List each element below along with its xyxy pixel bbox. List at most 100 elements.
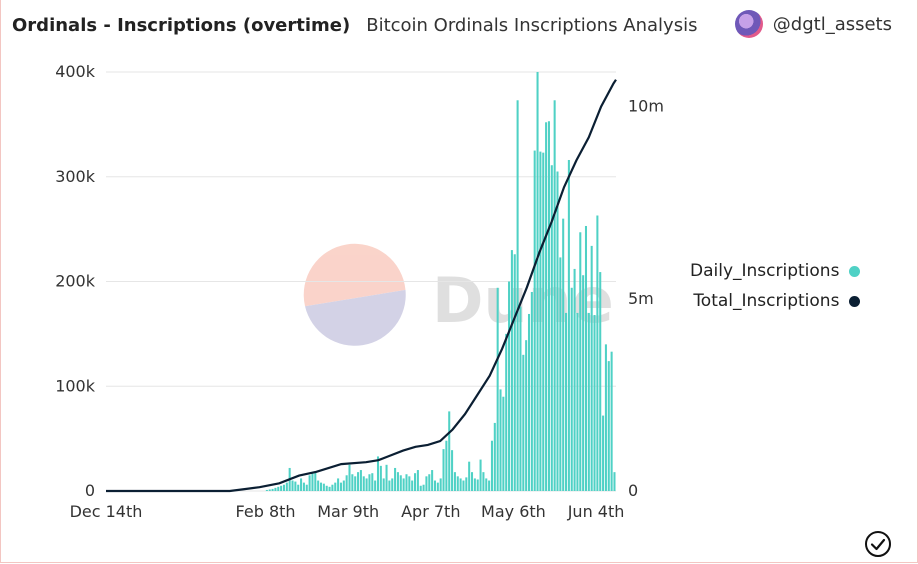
daily-bar <box>308 475 311 491</box>
y-right-tick-label: 0 <box>628 481 638 500</box>
daily-bar <box>374 480 377 491</box>
x-tick-label: Dec 14th <box>70 502 143 521</box>
daily-bar <box>473 478 476 491</box>
y-axis-left: 0 100k 200k 300k 400k <box>55 62 96 500</box>
daily-bar <box>416 470 419 491</box>
daily-bar <box>411 480 414 491</box>
x-tick-label: Apr 7th <box>401 502 460 521</box>
daily-bar <box>442 449 445 491</box>
legend-item-total[interactable]: Total_Inscriptions <box>690 286 861 316</box>
daily-bar <box>265 489 268 491</box>
legend-item-daily[interactable]: Daily_Inscriptions <box>690 256 861 286</box>
y-right-tick-label: 5m <box>628 289 654 308</box>
daily-bar <box>428 474 431 491</box>
daily-bar <box>510 250 513 491</box>
daily-bar <box>351 474 354 491</box>
watermark-circle-bottom <box>305 289 406 346</box>
daily-bar <box>579 232 582 491</box>
daily-bar <box>414 473 417 491</box>
daily-bar <box>368 474 371 491</box>
daily-bar <box>590 245 593 491</box>
daily-bar <box>357 472 360 491</box>
daily-bar <box>485 478 488 491</box>
daily-bar <box>451 450 454 491</box>
daily-bar <box>388 480 391 491</box>
daily-bar <box>545 122 548 491</box>
daily-bar <box>305 484 308 491</box>
daily-bar <box>382 478 385 491</box>
daily-bar <box>493 422 496 491</box>
daily-bar <box>365 478 368 491</box>
check-circle-icon[interactable] <box>864 530 892 558</box>
daily-bar <box>399 475 402 491</box>
daily-bar <box>394 467 397 491</box>
y-left-tick-label: 300k <box>55 167 96 186</box>
daily-bar <box>465 477 468 491</box>
watermark-circle-top <box>303 243 406 307</box>
x-tick-label: May 6th <box>481 502 546 521</box>
y-right-tick-label: 10m <box>628 97 664 116</box>
daily-bar <box>604 344 607 491</box>
daily-bar <box>476 479 479 491</box>
avatar-icon[interactable] <box>734 10 763 38</box>
daily-bar <box>453 472 456 491</box>
daily-bar <box>530 291 533 491</box>
y-left-tick-label: 0 <box>85 481 95 500</box>
daily-bar <box>576 312 579 491</box>
daily-bar <box>300 478 303 491</box>
daily-bar <box>456 476 459 491</box>
daily-bar <box>550 165 553 492</box>
author-username[interactable]: @dgtl_assets <box>772 13 892 35</box>
chart-title: Ordinals - Inscriptions (overtime) <box>12 14 351 36</box>
daily-bar <box>553 100 556 491</box>
author[interactable]: @dgtl_assets <box>734 10 892 38</box>
daily-bar <box>314 472 317 491</box>
daily-bar <box>433 480 437 491</box>
daily-bar <box>516 100 519 491</box>
daily-bar <box>542 152 545 491</box>
daily-bar <box>596 215 599 491</box>
daily-bar <box>325 485 328 491</box>
daily-bar <box>371 473 374 491</box>
daily-bar <box>488 480 491 491</box>
daily-bar <box>339 482 342 491</box>
y-left-tick-label: 200k <box>55 272 96 291</box>
daily-bar <box>402 478 405 491</box>
daily-bar <box>556 171 559 491</box>
daily-bar <box>490 440 493 491</box>
daily-bar <box>345 475 348 491</box>
daily-bar <box>547 121 550 492</box>
daily-bar <box>331 484 334 491</box>
daily-bar <box>334 482 337 491</box>
daily-bar <box>533 150 536 491</box>
chart-subtitle: Bitcoin Ordinals Inscriptions Analysis <box>366 14 698 36</box>
daily-bar <box>408 476 411 491</box>
daily-bar <box>610 351 613 491</box>
daily-bar <box>525 340 528 491</box>
y-left-tick-label: 100k <box>55 376 96 395</box>
daily-bar <box>431 470 434 491</box>
daily-bar <box>362 476 365 491</box>
daily-bar <box>587 312 590 491</box>
daily-bar <box>559 257 562 491</box>
legend-dot-total <box>849 295 861 307</box>
daily-bar <box>282 484 285 491</box>
x-tick-label: Jun 4th <box>567 502 625 521</box>
daily-bar <box>508 281 511 491</box>
daily-bar <box>582 275 585 491</box>
daily-bar <box>385 464 388 491</box>
daily-bar <box>328 486 331 491</box>
daily-bar <box>322 483 325 491</box>
daily-bar <box>459 478 462 491</box>
daily-bar <box>311 473 314 491</box>
x-tick-label: Feb 8th <box>236 502 296 521</box>
legend-dot-daily <box>849 265 861 277</box>
daily-bar <box>505 333 508 491</box>
daily-bar <box>570 287 573 491</box>
daily-bar <box>376 456 380 491</box>
daily-bar <box>294 481 297 491</box>
total-inscriptions-line <box>106 79 617 493</box>
daily-bar <box>359 470 362 491</box>
daily-bar <box>348 464 351 491</box>
y-left-tick-label: 400k <box>55 62 96 81</box>
